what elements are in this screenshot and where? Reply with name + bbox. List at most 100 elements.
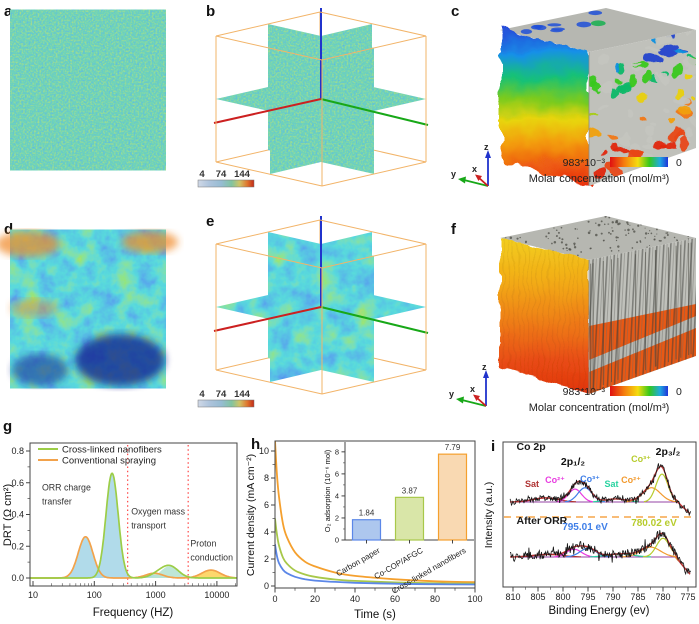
inset-y-tick-label: 8 [335, 448, 339, 457]
y-tick-label: 0.6 [11, 478, 24, 488]
colorbar-caption: Molar concentration (mol/m³) [529, 402, 670, 414]
panel-label-e: e [206, 213, 214, 230]
x-tick-label: 60 [390, 594, 400, 604]
bar-value-label: 1.84 [359, 509, 375, 518]
legend-label: Cross-linked nanofibers [62, 445, 162, 456]
inset-y-tick-label: 0 [335, 536, 339, 545]
y-axis-label: Current density (mA cm⁻²) [245, 454, 257, 576]
drt-plot: 0.0 0.2 0.4 0.6 0.8 10 100 1000 10000 Frequency (… [2, 442, 238, 619]
x-axis-label: Time (s) [354, 609, 396, 621]
inset-y-tick-label: 6 [335, 470, 339, 479]
xps-component-5 [643, 473, 681, 505]
inset-y-tick-label: 2 [335, 514, 339, 523]
x-tick-label: 1000 [146, 590, 166, 600]
x-tick-label: 800 [555, 592, 570, 602]
x-tick-label: 780 [655, 592, 670, 602]
inset-y-axis-label: O₂ adsorption (10⁻⁶ mol) [323, 449, 332, 532]
xps-annotation: 795.01 eV [562, 522, 608, 533]
drt-curve-0 [30, 472, 237, 579]
xps-annotation: Sat [525, 479, 539, 489]
panel-label-h: h [251, 436, 260, 453]
x-tick-label: 805 [530, 592, 545, 602]
x-tick-label: 795 [580, 592, 595, 602]
spectrum-label: After ORR [517, 515, 568, 527]
xps-baseline [510, 501, 691, 514]
x-tick-label: 810 [505, 592, 520, 602]
annotation: Oxygen mass [131, 507, 185, 517]
annotation: Proton [190, 538, 216, 548]
x-tick-label: 10000 [204, 590, 229, 600]
bar-value-label: 3.87 [402, 486, 418, 495]
volume-render-f [500, 216, 696, 394]
panel-label-i: i [491, 438, 495, 455]
colorbar-min-label: 0 [676, 386, 682, 398]
xps-component-1 [556, 488, 594, 503]
x-axis-label: Binding Energy (ev) [549, 605, 650, 617]
peak-fill [146, 566, 194, 578]
y-tick-label: 0.2 [11, 541, 24, 551]
colorbar-max-label: 983*10⁻³ [563, 386, 606, 398]
bar-2 [437, 453, 468, 541]
xps-annotation: 2p₃/₂ [656, 446, 681, 458]
annotation: transfer [42, 497, 72, 507]
y-tick-label: 10 [259, 446, 269, 456]
colorbar-tick: 4 [199, 169, 205, 180]
y-tick-label: 0.4 [11, 510, 24, 520]
x-tick-label: 100 [87, 590, 102, 600]
xps-annotation: Sat [604, 479, 618, 489]
colorbar-caption: Molar concentration (mol/m³) [529, 173, 670, 185]
colorbar-tick: 74 [216, 389, 227, 400]
xps-annotation: Co³⁺ [631, 454, 651, 464]
y-axis-label: Intensity (a.u.) [483, 482, 495, 549]
annotation: ORR charge [42, 483, 91, 493]
panel-label-d: d [4, 221, 13, 238]
curve-1 [275, 518, 475, 585]
panel-g: g 0.0 0.2 0.4 0.6 0.8 10 100 1000 10000 Frequency… [2, 418, 238, 619]
colorbar-e [197, 399, 255, 408]
x-axis-label: Frequency (HZ) [93, 607, 174, 619]
y-tick-label: 2 [264, 554, 269, 564]
xps-annotation: 780.02 eV [631, 518, 677, 529]
x-tick-label: 785 [630, 592, 645, 602]
bar-value-label: 7.79 [445, 443, 461, 452]
xps-envelope [510, 465, 691, 515]
z-axis-label: z [482, 362, 487, 372]
panel-label-f: f [451, 221, 457, 238]
x-tick-label: 790 [605, 592, 620, 602]
curve-2 [275, 544, 475, 586]
panel-f: f z x y 983*10⁻³ 0 Molar concentration (… [449, 216, 696, 414]
xps-annotation: 2p₁/₂ [561, 456, 586, 468]
colorbar-b [197, 179, 255, 188]
panel-e: e 4 74 144 [197, 213, 429, 408]
x-tick-label: 10 [28, 590, 38, 600]
xps-annotation: Co²⁺ [545, 475, 565, 485]
orthoslice-3d-view-e [213, 216, 429, 395]
y-tick-label: 4 [264, 527, 269, 537]
panel-d: d [0, 221, 178, 386]
x-axis-label: x [472, 164, 477, 174]
panel-label-b: b [206, 3, 215, 20]
colorbar-max-label: 983*10⁻³ [563, 157, 606, 169]
panel-b: b 4 74 144 [197, 3, 429, 188]
curve-0 [275, 441, 475, 584]
y-tick-label: 0 [264, 581, 269, 591]
colorbar-min-label: 0 [676, 157, 682, 169]
colorbar-tick: 74 [216, 169, 227, 180]
panel-label-g: g [3, 418, 12, 435]
y-tick-label: 8 [264, 473, 269, 483]
xps-baseline [510, 556, 691, 575]
xps-annotation: Co³⁺ [580, 474, 600, 484]
xps-component-4 [622, 546, 680, 562]
panel-a: a [4, 3, 163, 167]
z-axis-label: z [484, 142, 489, 152]
annotation: conduction [190, 552, 233, 562]
x-tick-label: 775 [680, 592, 695, 602]
x-tick-label: 40 [350, 594, 360, 604]
colorbar-f [610, 386, 668, 396]
bar-1 [394, 496, 425, 541]
